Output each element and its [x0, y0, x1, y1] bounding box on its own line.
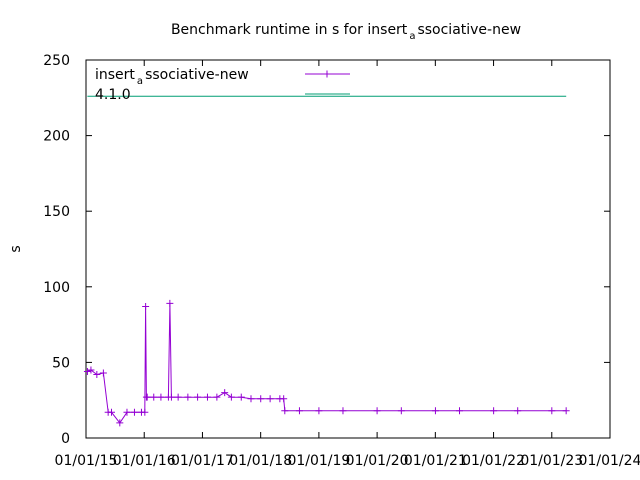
data-point — [130, 408, 138, 416]
data-point — [108, 408, 116, 416]
legend-marker-series-1 — [323, 70, 331, 78]
data-point — [143, 393, 151, 401]
data-point — [123, 408, 131, 416]
data-point — [339, 407, 347, 415]
data-point — [490, 407, 498, 415]
data-point — [562, 407, 570, 415]
data-point — [184, 393, 192, 401]
x-tick-label: 01/01/21 — [404, 453, 467, 469]
data-point — [257, 395, 265, 403]
data-point — [315, 407, 323, 415]
y-tick-label: 150 — [43, 204, 70, 220]
data-point — [150, 393, 158, 401]
y-tick-label: 200 — [43, 129, 70, 145]
data-point — [221, 389, 229, 397]
data-point — [141, 408, 149, 416]
x-tick-label: 01/01/23 — [520, 453, 583, 469]
legend-label-series-1: insert a ssociative-new — [95, 67, 249, 87]
data-point — [194, 393, 202, 401]
data-point — [295, 407, 303, 415]
data-point — [456, 407, 464, 415]
data-point — [227, 393, 235, 401]
data-point — [373, 407, 381, 415]
data-point — [93, 370, 101, 378]
y-tick-label: 100 — [43, 280, 70, 296]
data-point — [166, 299, 174, 307]
x-tick-label: 01/01/20 — [346, 453, 409, 469]
chart-title: Benchmark runtime in s for insert a ssocia… — [171, 22, 521, 42]
series-line-1 — [87, 303, 567, 424]
data-point — [99, 369, 107, 377]
y-tick-label: 0 — [61, 431, 70, 447]
x-tick-label: 01/01/18 — [229, 453, 292, 469]
y-tick-label: 50 — [52, 355, 70, 371]
data-point — [247, 395, 255, 403]
data-point — [203, 393, 211, 401]
x-tick-label: 01/01/17 — [171, 453, 234, 469]
data-point — [116, 419, 124, 427]
data-point — [174, 393, 182, 401]
data-point — [280, 395, 288, 403]
legend-label-series-2: 4.1.0 — [95, 87, 131, 103]
x-tick-label: 01/01/16 — [113, 453, 176, 469]
y-axis: 0 50 100 150 200 250 — [43, 53, 610, 447]
data-point — [514, 407, 522, 415]
data-point — [213, 393, 221, 401]
data-point — [237, 393, 245, 401]
data-point — [548, 407, 556, 415]
data-point — [431, 407, 439, 415]
data-point — [281, 407, 289, 415]
data-point — [142, 302, 150, 310]
plot-frame — [85, 59, 611, 439]
y-tick-label: 250 — [43, 53, 70, 69]
data-point — [87, 366, 95, 374]
y-axis-label: s — [8, 245, 24, 252]
data-point — [266, 395, 274, 403]
data-point — [83, 367, 91, 375]
x-tick-label: 01/01/15 — [55, 453, 118, 469]
x-tick-label: 01/01/24 — [579, 453, 640, 469]
legend: insert a ssociative-new 4.1.0 — [95, 67, 350, 103]
data-point — [397, 407, 405, 415]
x-tick-label: 01/01/19 — [287, 453, 350, 469]
x-axis: 01/01/1501/01/1601/01/1701/01/1801/01/19… — [55, 60, 640, 469]
data-point — [157, 393, 165, 401]
series-layer — [83, 95, 570, 427]
x-tick-label: 01/01/22 — [462, 453, 525, 469]
data-point — [167, 393, 175, 401]
